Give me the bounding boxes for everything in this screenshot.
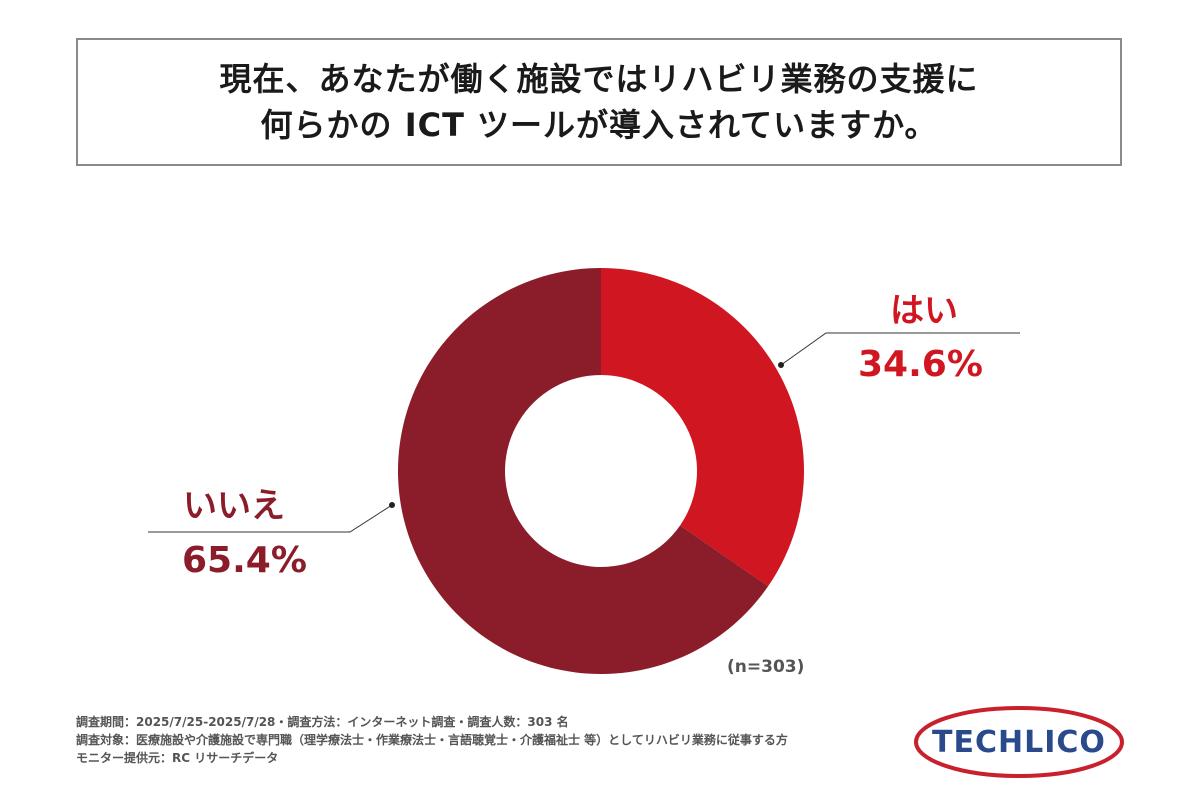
logo-ring xyxy=(914,706,1124,778)
slice-value-yes: 34.6% xyxy=(858,344,983,385)
donut-slice-no xyxy=(398,268,769,674)
slice-label-yes: はい xyxy=(890,291,958,331)
title-line-1: 現在、あなたが働く施設ではリハビリ業務の支援に xyxy=(219,60,979,98)
sample-size: (n=303) xyxy=(727,657,805,677)
slice-label-no: いいえ xyxy=(183,486,285,526)
title-line-2: 何らかの ICT ツールが導入されていますか。 xyxy=(260,106,938,144)
leader-line-yes-dot xyxy=(778,362,784,368)
footnotes: 調査期間：2025/7/25-2025/7/28・調査方法：インターネット調査・… xyxy=(76,713,896,767)
footnote-period: 調査期間：2025/7/25-2025/7/28・調査方法：インターネット調査・… xyxy=(76,715,569,729)
leader-line-no xyxy=(148,504,393,533)
donut-slice-yes xyxy=(601,268,804,587)
techlico-logo: TECHLICO xyxy=(908,700,1130,784)
footnote-target: 調査対象：医療施設や介護施設で専門職（理学療法士・作業療法士・言語聴覚士・介護福… xyxy=(76,733,788,747)
logo-text: TECHLICO xyxy=(932,724,1106,760)
leader-line-no-dot xyxy=(389,502,395,508)
slice-value-no: 65.4% xyxy=(182,540,307,581)
footnote-provider: モニター提供元：RC リサーチデータ xyxy=(76,751,279,765)
leader-line-yes xyxy=(780,332,1020,366)
title-box: 現在、あなたが働く施設ではリハビリ業務の支援に 何らかの ICT ツールが導入さ… xyxy=(76,38,1122,166)
